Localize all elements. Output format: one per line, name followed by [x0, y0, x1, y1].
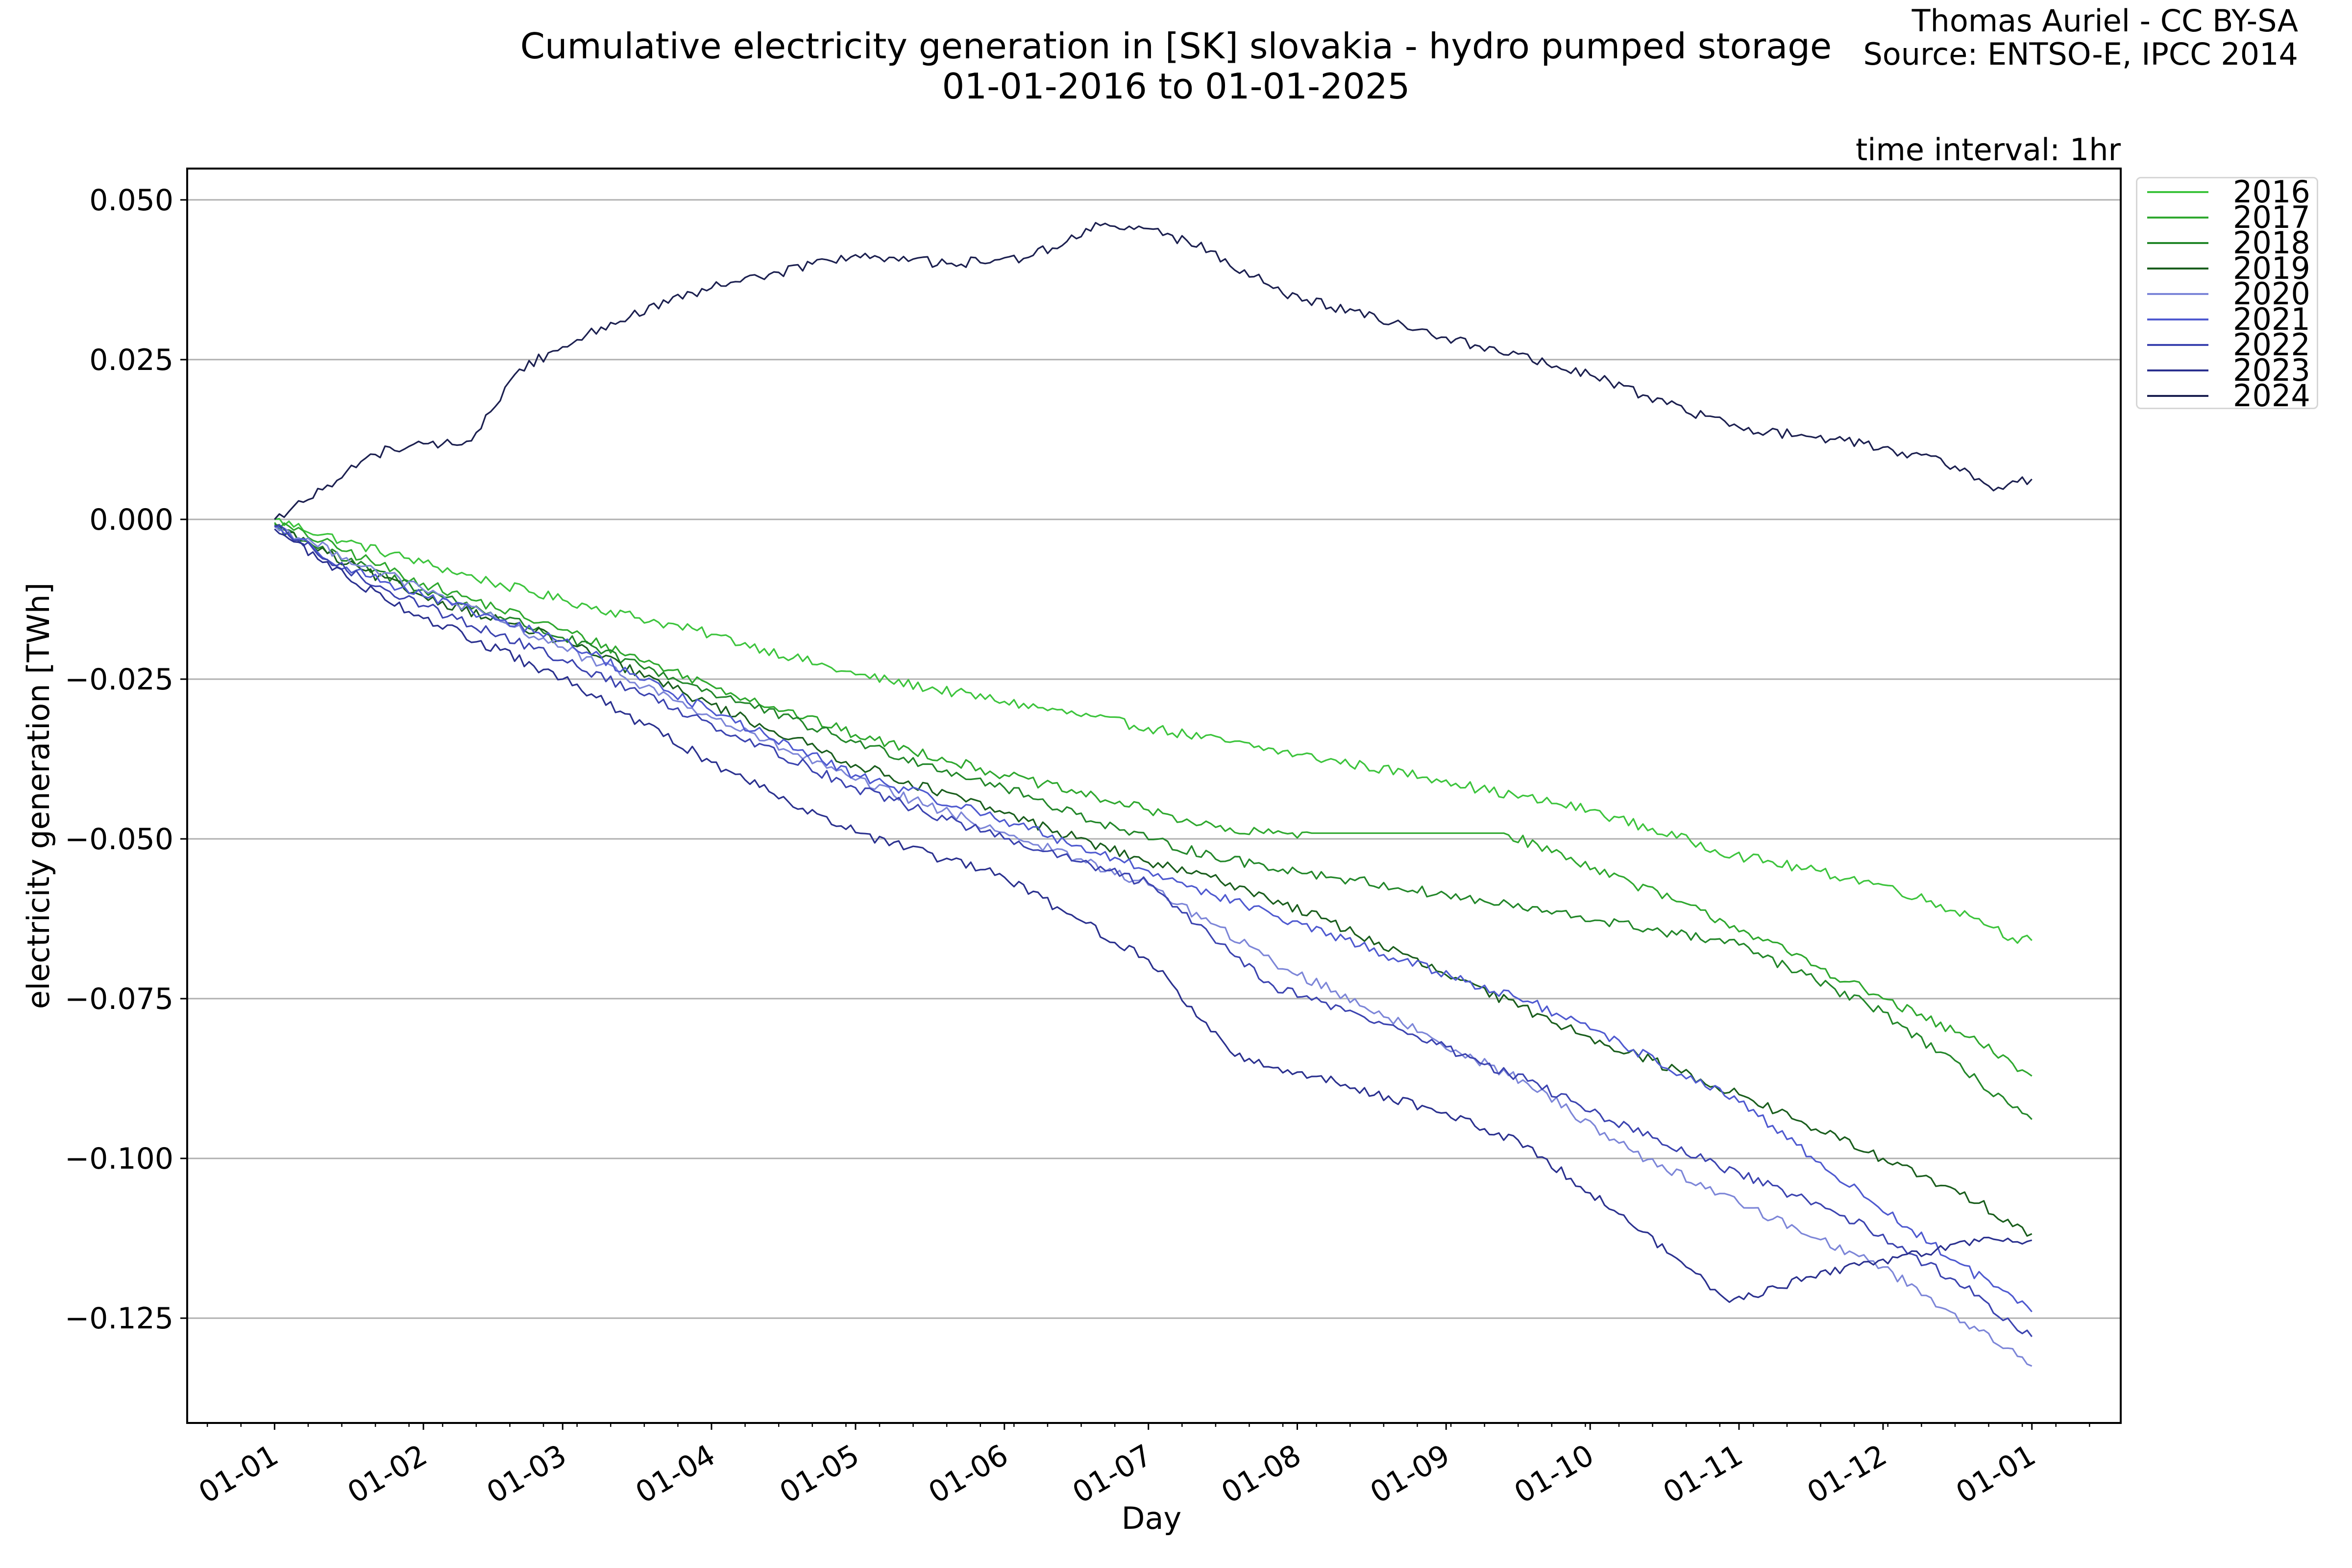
- legend-swatch: [2147, 395, 2208, 397]
- legend-item-2019: 2019: [2137, 250, 2317, 286]
- legend-item-2021: 2021: [2137, 301, 2317, 337]
- x-axis-label: Day: [1122, 1500, 1181, 1536]
- legend-label: 2018: [2233, 225, 2310, 261]
- x-axis-ticks: 01-01 01-02 01-03 01-04 01-05 01-06 01-07 01-08…: [193, 1423, 2090, 1510]
- x-tick-label: 01-07: [1067, 1438, 1158, 1510]
- gridlines: [187, 199, 2121, 1319]
- legend-label: 2023: [2233, 352, 2310, 388]
- legend-swatch: [2147, 344, 2208, 346]
- legend-label: 2020: [2233, 276, 2310, 312]
- author-credit: Thomas Auriel - CC BY-SA: [1911, 3, 2298, 39]
- x-tick-label: 01-11: [1657, 1438, 1748, 1510]
- legend-swatch: [2147, 217, 2208, 219]
- chart-title-line1: Cumulative electricity generation in [SK…: [520, 25, 1832, 67]
- y-axis-ticks: 0.050 0.025 0.000 −0.025 −0.050 −0.075 −0.100 −…: [65, 183, 187, 1336]
- x-tick-label: 01-01: [193, 1438, 284, 1510]
- x-tick-label: 01-02: [342, 1438, 433, 1510]
- series-lines: [274, 221, 2033, 1367]
- legend-label: 2024: [2233, 378, 2310, 414]
- legend-swatch: [2147, 318, 2208, 320]
- y-axis-label: electricity generation [TWh]: [21, 583, 56, 1009]
- x-tick-label: 01-03: [481, 1438, 572, 1510]
- legend-label: 2021: [2233, 301, 2310, 337]
- legend-swatch: [2147, 268, 2208, 270]
- x-tick-label: 01-10: [1509, 1438, 1600, 1510]
- y-tick-label: −0.025: [65, 662, 173, 697]
- x-tick-label: 01-04: [630, 1438, 721, 1510]
- legend-label: 2017: [2233, 199, 2310, 235]
- chart-title-line2: 01-01-2016 to 01-01-2025: [942, 66, 1410, 107]
- series-line-2024: [274, 221, 2033, 520]
- x-tick-label: 01-01: [1950, 1438, 2041, 1510]
- source-credit: Source: ENTSO-E, IPCC 2014: [1863, 36, 2298, 72]
- legend-item-2023: 2023: [2137, 352, 2317, 388]
- y-tick-label: −0.050: [65, 822, 173, 857]
- legend-swatch: [2147, 369, 2208, 371]
- x-tick-label: 01-06: [923, 1438, 1014, 1510]
- legend-item-2017: 2017: [2137, 199, 2317, 235]
- legend-label: 2019: [2233, 250, 2310, 286]
- legend-label: 2016: [2233, 174, 2310, 210]
- time-interval-note: time interval: 1hr: [1856, 132, 2121, 168]
- y-tick-label: 0.050: [89, 183, 173, 218]
- y-tick-label: 0.000: [89, 503, 173, 537]
- x-tick-label: 01-08: [1216, 1438, 1307, 1510]
- y-tick-label: −0.075: [65, 982, 173, 1016]
- x-tick-label: 01-12: [1801, 1438, 1892, 1510]
- series-line-2017: [274, 522, 2033, 1077]
- legend-label: 2022: [2233, 327, 2310, 363]
- series-line-2023: [274, 528, 2033, 1303]
- legend-item-2022: 2022: [2137, 327, 2317, 363]
- series-line-2016: [274, 517, 2033, 944]
- legend-item-2016: 2016: [2137, 174, 2317, 210]
- axes-frame: [186, 168, 2122, 1424]
- legend-item-2024: 2024: [2137, 378, 2317, 414]
- legend-swatch: [2147, 242, 2208, 244]
- legend-item-2018: 2018: [2137, 225, 2317, 261]
- legend-swatch: [2147, 293, 2208, 295]
- series-line-2018: [274, 524, 2033, 1120]
- legend-item-2020: 2020: [2137, 276, 2317, 312]
- y-tick-label: 0.025: [89, 343, 173, 377]
- series-line-2019: [274, 524, 2033, 1237]
- x-tick-label: 01-05: [774, 1438, 865, 1510]
- y-tick-label: −0.100: [65, 1142, 173, 1176]
- legend-swatch: [2147, 191, 2208, 193]
- series-line-2021: [274, 525, 2033, 1313]
- series-line-2020: [274, 525, 2033, 1367]
- x-tick-label: 01-09: [1365, 1438, 1456, 1510]
- y-tick-label: −0.125: [65, 1301, 173, 1336]
- series-line-2022: [274, 524, 2033, 1337]
- legend: 2016 2017 2018 2019 2020 2021 2022 2023 2024: [2136, 174, 2318, 414]
